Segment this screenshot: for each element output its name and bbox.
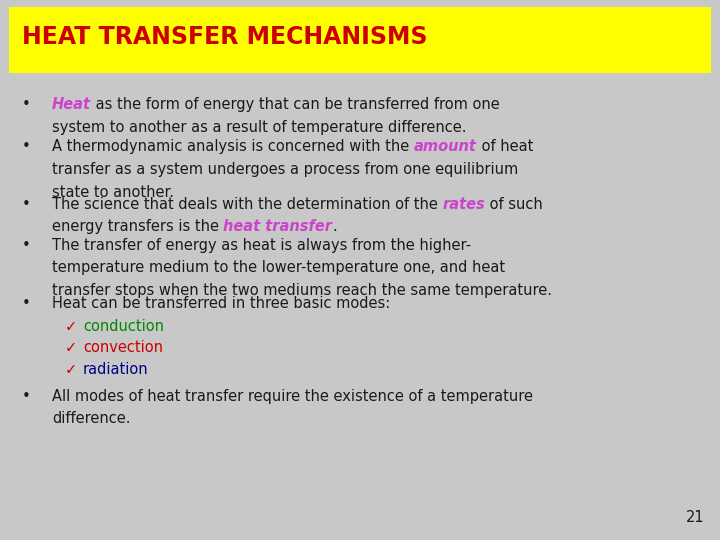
Text: transfer stops when the two mediums reach the same temperature.: transfer stops when the two mediums reac… bbox=[52, 283, 552, 298]
Text: rates: rates bbox=[442, 197, 485, 212]
Text: HEAT TRANSFER MECHANISMS: HEAT TRANSFER MECHANISMS bbox=[22, 25, 427, 49]
Text: Heat: Heat bbox=[52, 97, 91, 112]
Text: •: • bbox=[22, 296, 30, 311]
Text: ✓: ✓ bbox=[65, 362, 77, 377]
Text: radiation: radiation bbox=[83, 362, 148, 377]
Text: system to another as a result of temperature difference.: system to another as a result of tempera… bbox=[52, 120, 467, 135]
Text: state to another.: state to another. bbox=[52, 185, 174, 200]
Text: •: • bbox=[22, 139, 30, 154]
Text: The transfer of energy as heat is always from the higher-: The transfer of energy as heat is always… bbox=[52, 238, 471, 253]
Text: conduction: conduction bbox=[83, 319, 164, 334]
Text: •: • bbox=[22, 389, 30, 404]
Text: as the form of energy that can be transferred from one: as the form of energy that can be transf… bbox=[91, 97, 500, 112]
Text: .: . bbox=[333, 219, 337, 234]
Text: of such: of such bbox=[485, 197, 543, 212]
Text: •: • bbox=[22, 238, 30, 253]
Text: of heat: of heat bbox=[477, 139, 533, 154]
Text: heat transfer: heat transfer bbox=[223, 219, 333, 234]
Text: difference.: difference. bbox=[52, 411, 130, 427]
Text: temperature medium to the lower-temperature one, and heat: temperature medium to the lower-temperat… bbox=[52, 260, 505, 275]
Text: transfer as a system undergoes a process from one equilibrium: transfer as a system undergoes a process… bbox=[52, 162, 518, 177]
Text: ✓: ✓ bbox=[65, 340, 77, 355]
Text: A thermodynamic analysis is concerned with the: A thermodynamic analysis is concerned wi… bbox=[52, 139, 414, 154]
Text: amount: amount bbox=[414, 139, 477, 154]
Text: convection: convection bbox=[83, 340, 163, 355]
Text: ✓: ✓ bbox=[65, 319, 77, 334]
Text: •: • bbox=[22, 197, 30, 212]
Text: •: • bbox=[22, 97, 30, 112]
Text: All modes of heat transfer require the existence of a temperature: All modes of heat transfer require the e… bbox=[52, 389, 533, 404]
FancyBboxPatch shape bbox=[9, 7, 711, 73]
Text: Heat can be transferred in three basic modes:: Heat can be transferred in three basic m… bbox=[52, 296, 390, 311]
Text: energy transfers is the: energy transfers is the bbox=[52, 219, 223, 234]
Text: The science that deals with the determination of the: The science that deals with the determin… bbox=[52, 197, 442, 212]
Text: 21: 21 bbox=[685, 510, 704, 525]
